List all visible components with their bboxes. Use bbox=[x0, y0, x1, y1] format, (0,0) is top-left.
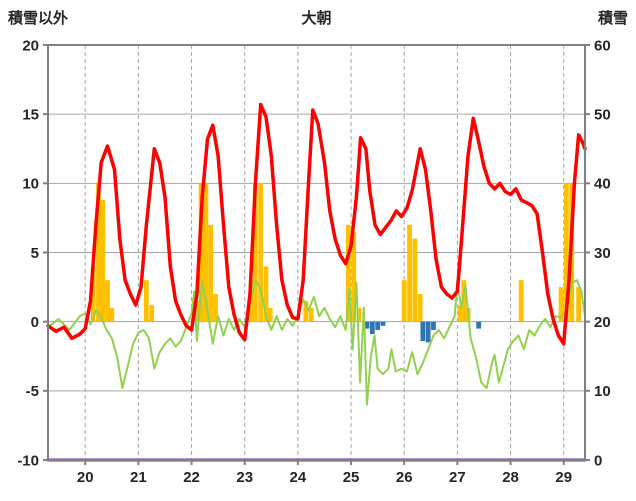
orange-bars-bar bbox=[105, 280, 110, 322]
orange-bars-bar bbox=[90, 266, 96, 322]
orange-bars-bar bbox=[194, 300, 200, 322]
blue-bars-bar bbox=[369, 321, 375, 335]
green-line bbox=[47, 279, 586, 406]
blue-bars-bar bbox=[425, 321, 431, 343]
right-tick-label: 0 bbox=[594, 452, 602, 469]
orange-bars-bar bbox=[258, 183, 264, 322]
x-tick-label: 20 bbox=[77, 469, 94, 486]
orange-bars-bar bbox=[213, 294, 218, 322]
orange-bars-bar bbox=[351, 231, 357, 322]
x-tick-label: 26 bbox=[396, 469, 413, 486]
orange-bars-bar bbox=[198, 183, 204, 322]
left-tick-label: 5 bbox=[31, 245, 39, 262]
x-tick-label: 23 bbox=[236, 469, 253, 486]
orange-bars-bar bbox=[208, 224, 214, 322]
x-tick-label: 21 bbox=[130, 469, 147, 486]
left-tick-label: -5 bbox=[26, 383, 39, 400]
orange-bars-bar bbox=[401, 280, 407, 322]
orange-bars-bar bbox=[407, 224, 412, 322]
right-axis-title: 積雪 bbox=[597, 10, 628, 27]
left-tick-label: 20 bbox=[22, 37, 39, 54]
right-tick-label: 20 bbox=[594, 314, 611, 331]
orange-bars-bar bbox=[96, 183, 101, 322]
orange-bars-bar bbox=[558, 287, 564, 322]
left-axis-title: 積雪以外 bbox=[8, 10, 69, 27]
orange-bars-bar bbox=[576, 287, 582, 322]
blue-bars-bar bbox=[380, 321, 386, 326]
orange-bars-bar bbox=[518, 280, 524, 322]
right-tick-label: 10 bbox=[594, 383, 611, 400]
left-tick-label: -10 bbox=[17, 452, 39, 469]
blue-bars-bar bbox=[375, 321, 381, 330]
orange-bars-bar bbox=[346, 224, 351, 322]
x-tick-label: 24 bbox=[290, 469, 307, 486]
x-tick-label: 22 bbox=[183, 469, 200, 486]
orange-bars-bar bbox=[412, 238, 418, 322]
x-tick-label: 28 bbox=[502, 469, 519, 486]
right-tick-label: 60 bbox=[594, 37, 611, 54]
x-tick-label: 27 bbox=[449, 469, 466, 486]
left-tick-label: 15 bbox=[22, 106, 39, 123]
orange-bars-bar bbox=[356, 307, 362, 322]
orange-bars-bar bbox=[203, 183, 209, 322]
right-tick-label: 40 bbox=[594, 176, 611, 193]
orange-bars-bar bbox=[252, 183, 258, 322]
blue-bars-bar bbox=[420, 321, 426, 342]
orange-bars-bar bbox=[149, 305, 155, 322]
x-tick-label: 29 bbox=[555, 469, 572, 486]
orange-bars-bar bbox=[143, 280, 149, 322]
orange-bars-bar bbox=[457, 305, 463, 322]
chart-title: 大朝 bbox=[301, 10, 332, 27]
right-tick-label: 30 bbox=[594, 245, 611, 262]
orange-bars-bar bbox=[100, 199, 106, 322]
blue-bars-bar bbox=[364, 321, 370, 329]
orange-bars-bar bbox=[109, 307, 115, 322]
orange-bars-bar bbox=[563, 183, 569, 322]
orange-bars-bar bbox=[267, 307, 273, 322]
orange-bars-bar bbox=[417, 294, 423, 322]
x-tick-label: 25 bbox=[343, 469, 360, 486]
blue-bars-bar bbox=[476, 321, 482, 329]
blue-bars-bar bbox=[431, 321, 436, 330]
orange-bars-bar bbox=[263, 266, 269, 322]
right-tick-label: 50 bbox=[594, 106, 611, 123]
orange-bars-bar bbox=[303, 300, 309, 322]
orange-bars-bar bbox=[308, 307, 314, 322]
left-tick-label: 0 bbox=[31, 314, 39, 331]
red-line bbox=[46, 102, 587, 346]
left-tick-label: 10 bbox=[22, 176, 39, 193]
orange-bars-bar bbox=[461, 280, 467, 322]
